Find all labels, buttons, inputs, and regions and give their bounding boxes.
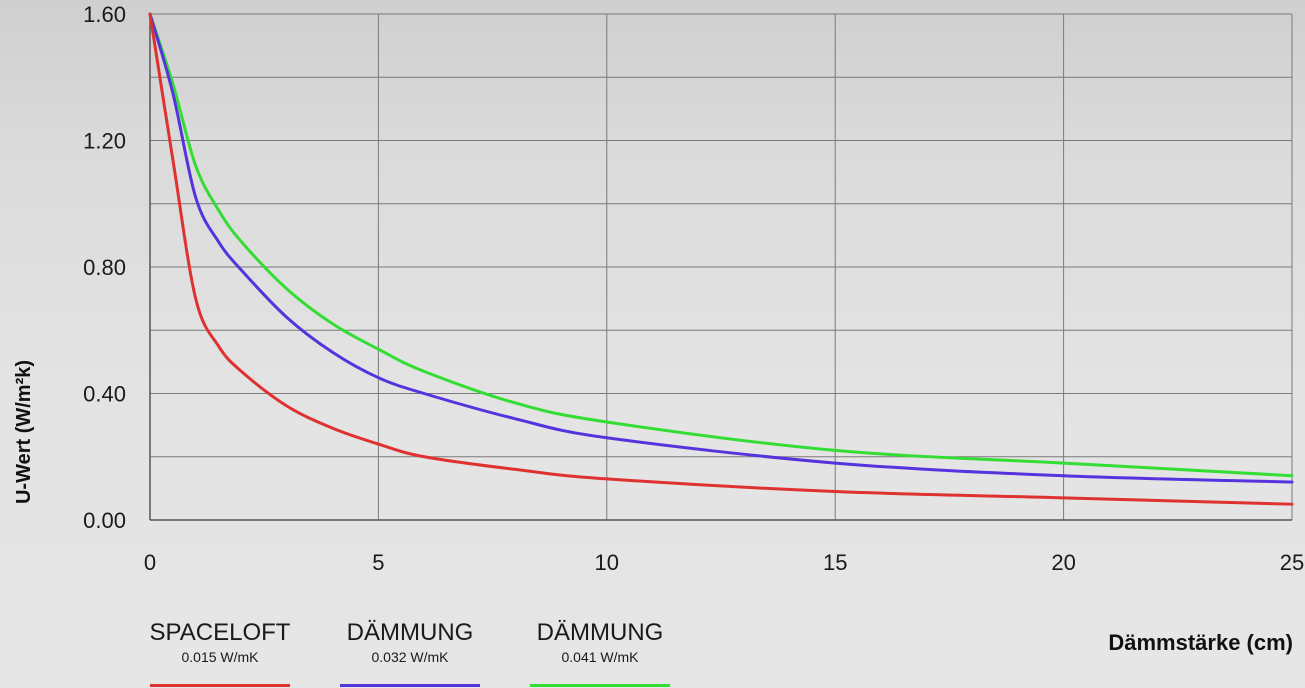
y-tick-label: 0.80 [83, 255, 126, 280]
legend-series-name: DÄMMUNG [346, 619, 474, 646]
legend-swatch [150, 684, 290, 687]
legend-series-name: DÄMMUNG [536, 619, 664, 646]
series-line-0 [148, 12, 1294, 506]
x-tick-label: 20 [1051, 550, 1075, 575]
legend-item-spaceloft: SPACELOFT 0.015 W/mK [145, 620, 295, 687]
x-tick-label: 15 [823, 550, 847, 575]
series-lines [148, 12, 1294, 506]
legend-swatch [340, 684, 480, 687]
legend-series-name: SPACELOFT [149, 619, 291, 646]
legend-series-detail: 0.041 W/mK [561, 649, 639, 665]
series-line-1 [148, 12, 1294, 484]
legend-series-detail: 0.032 W/mK [371, 649, 449, 665]
x-tick-label: 5 [372, 550, 384, 575]
y-tick-label: 1.20 [83, 129, 126, 154]
axes [149, 14, 1292, 521]
series-line-2 [148, 12, 1294, 478]
x-tick-label: 10 [595, 550, 619, 575]
grid [149, 13, 1293, 521]
legend-item-daemmung-032: DÄMMUNG 0.032 W/mK [335, 620, 485, 687]
y-axis-label: U-Wert (W/m²k) [13, 360, 35, 504]
tick-labels: 0 5 10 15 20 25 0.00 0.40 0.80 1.20 1.60 [83, 2, 1304, 575]
legend-series-detail: 0.015 W/mK [181, 649, 259, 665]
y-tick-label: 0.40 [83, 382, 126, 407]
x-tick-label: 0 [144, 550, 156, 575]
legend-item-daemmung-041: DÄMMUNG 0.041 W/mK [525, 620, 675, 687]
x-tick-label: 25 [1280, 550, 1304, 575]
y-tick-label: 1.60 [83, 2, 126, 27]
legend-swatch [530, 684, 670, 687]
y-tick-label: 0.00 [83, 508, 126, 533]
x-axis-label: Dämmstärke (cm) [1108, 630, 1293, 655]
